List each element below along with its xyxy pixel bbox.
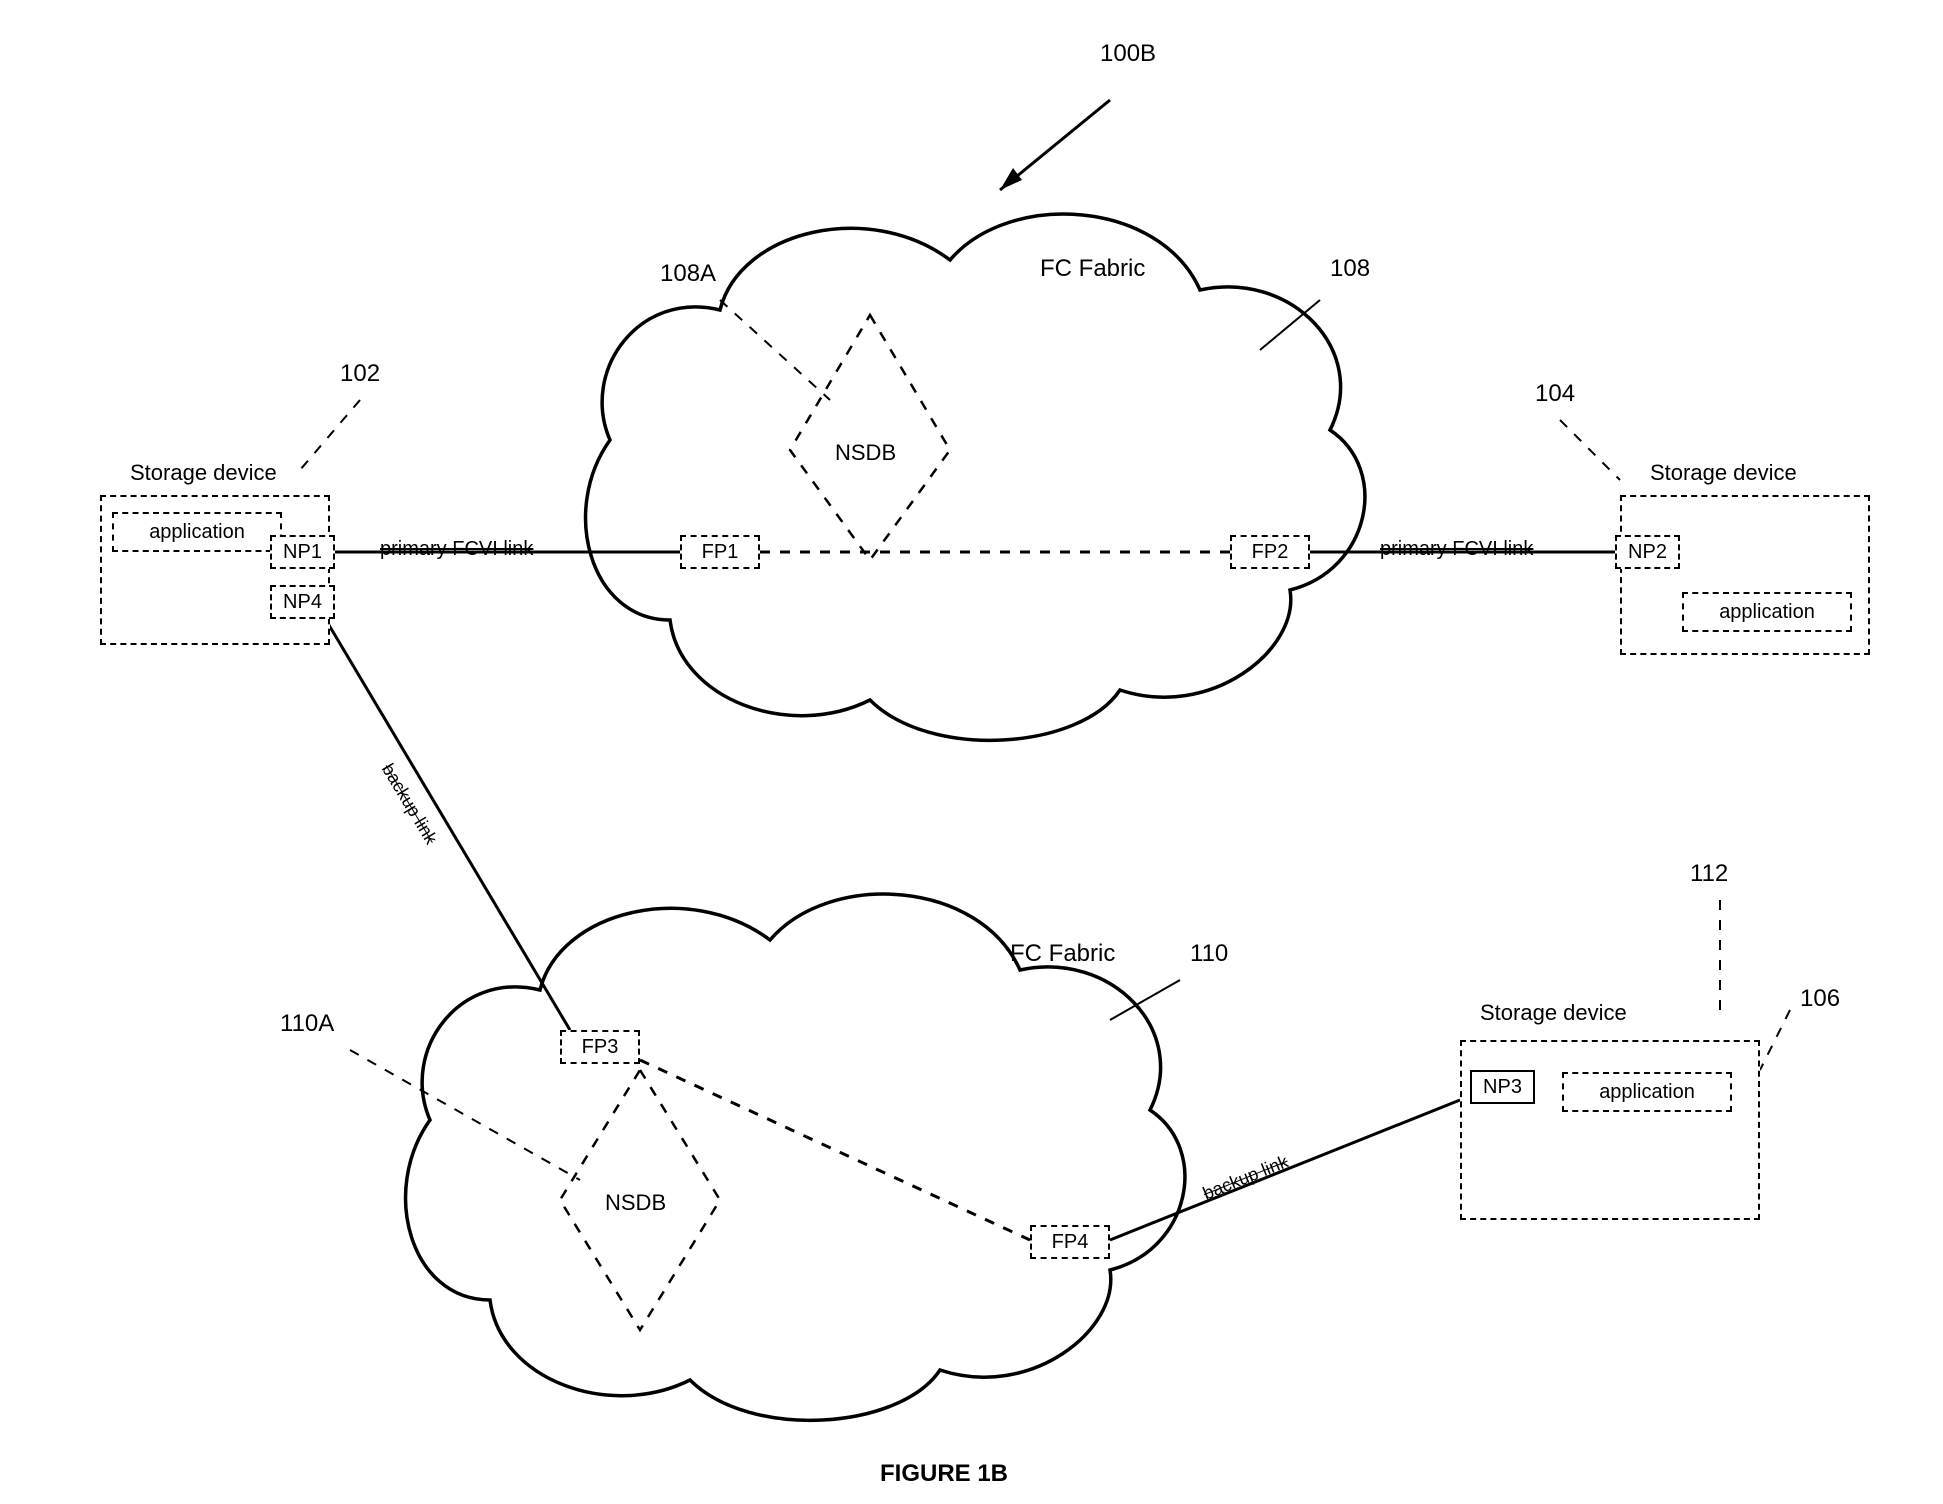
diagram-canvas: 100B 108A 108 FC Fabric NSDB 102 104 Sto… — [0, 0, 1943, 1504]
port-fp3: FP3 — [560, 1030, 640, 1064]
leader-104 — [1560, 420, 1620, 480]
device-102-title: Storage device — [130, 460, 277, 486]
device-106-app: application — [1562, 1072, 1732, 1112]
port-fp2: FP2 — [1230, 535, 1310, 569]
port-np1: NP1 — [270, 535, 335, 569]
ref-100b: 100B — [1100, 40, 1156, 68]
ref-108: 108 — [1330, 255, 1370, 283]
figure-caption: FIGURE 1B — [880, 1460, 1008, 1488]
ref-108a: 108A — [660, 260, 716, 288]
ref-112: 112 — [1690, 860, 1728, 888]
ref-102: 102 — [340, 360, 380, 388]
arrow-100b — [1000, 100, 1110, 190]
ref-106: 106 — [1800, 985, 1840, 1013]
ref-110: 110 — [1190, 940, 1228, 968]
device-104-title: Storage device — [1650, 460, 1797, 486]
link-primary-right: primary FCVI link — [1380, 538, 1533, 561]
ref-104: 104 — [1535, 380, 1575, 408]
port-np2: NP2 — [1615, 535, 1680, 569]
cloud-top-label: FC Fabric — [1040, 255, 1145, 283]
port-np4: NP4 — [270, 585, 335, 619]
port-fp1: FP1 — [680, 535, 760, 569]
link-primary-left: primary FCVI link — [380, 538, 533, 561]
nsdb-bottom: NSDB — [605, 1190, 666, 1216]
device-102-app: application — [112, 512, 282, 552]
device-106-box: application — [1460, 1040, 1760, 1220]
device-102-box: application — [100, 495, 330, 645]
device-106-title: Storage device — [1480, 1000, 1627, 1026]
device-104-box: application — [1620, 495, 1870, 655]
diagram-svg — [0, 0, 1943, 1504]
port-np3: NP3 — [1470, 1070, 1535, 1104]
port-fp4: FP4 — [1030, 1225, 1110, 1259]
device-104-app: application — [1682, 592, 1852, 632]
ref-110a: 110A — [280, 1010, 334, 1038]
link-np4-fp3 — [320, 610, 570, 1030]
cloud-top — [586, 214, 1365, 740]
nsdb-top: NSDB — [835, 440, 896, 466]
cloud-bottom — [406, 894, 1185, 1420]
cloud-bottom-label: FC Fabric — [1010, 940, 1115, 968]
leader-102 — [300, 400, 360, 470]
leader-106 — [1760, 1010, 1790, 1070]
